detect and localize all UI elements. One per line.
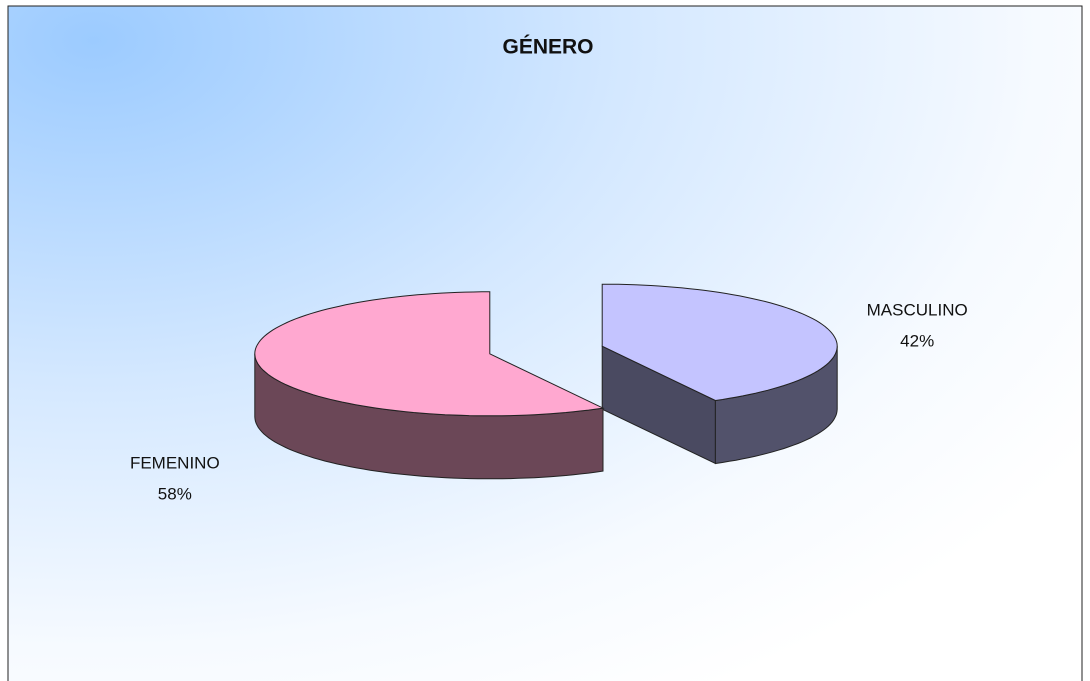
pie-slice (601, 283, 838, 402)
pie (254, 283, 838, 480)
slice-value-label: 42% (900, 331, 934, 350)
pie-slice (254, 291, 605, 417)
slice-label: MASCULINO (867, 300, 968, 319)
chart-frame (7, 5, 1083, 681)
slice-value-label: 58% (158, 485, 192, 504)
chart-title: GÉNERO (502, 36, 593, 59)
slice-label: FEMENINO (130, 454, 220, 473)
